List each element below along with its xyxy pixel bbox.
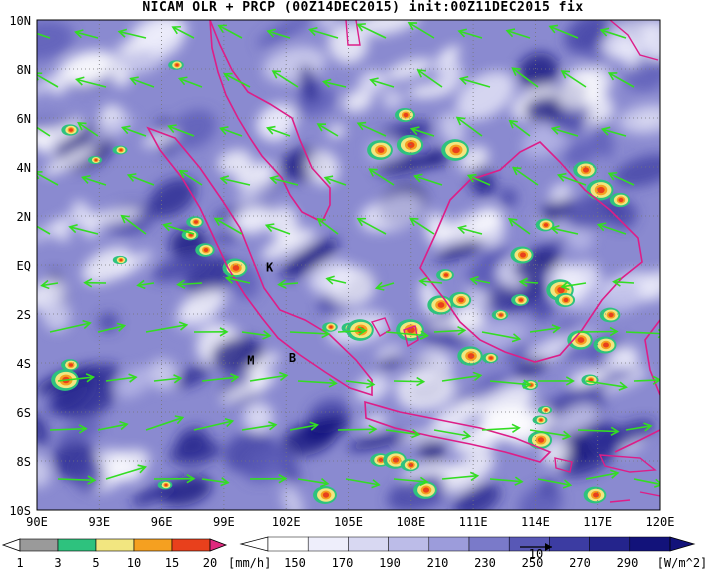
latitude-labels: 10N 8N 6N 4N 2N EQ 2S 4S 6S 8S 10S — [9, 14, 31, 518]
longitude-label: 117E — [583, 515, 612, 529]
precip-legend-value: 20 — [203, 556, 217, 570]
olr-legend-value: 210 — [427, 556, 449, 570]
longitude-label: 114E — [521, 515, 550, 529]
latitude-label: 6S — [17, 406, 31, 420]
latitude-label: 8S — [17, 455, 31, 469]
latitude-label: 8N — [17, 63, 31, 77]
olr-legend-value: 190 — [379, 556, 401, 570]
olr-legend-value: 250 — [522, 556, 544, 570]
coastlines — [146, 20, 660, 503]
station-marker-m: M — [247, 354, 254, 368]
precip-legend-value: 1 — [16, 556, 23, 570]
olr-legend-value: 230 — [474, 556, 496, 570]
longitude-label: 90E — [26, 515, 48, 529]
latitude-label: 4N — [17, 161, 31, 175]
latitude-label: 2S — [17, 308, 31, 322]
longitude-label: 120E — [646, 515, 675, 529]
precip-legend-unit: [mm/h] — [228, 556, 271, 570]
olr-legend-value: 290 — [617, 556, 639, 570]
coastline-thailand-top — [345, 20, 361, 46]
coastline-bangka — [370, 317, 419, 348]
plot-frame — [36, 19, 661, 511]
latitude-label: EQ — [17, 259, 31, 273]
coastline-timor — [609, 491, 660, 503]
precip-legend-value: 5 — [92, 556, 99, 570]
olr-colorbar: 150 170 190 210 230 250 270 290 [W/m^2] — [239, 536, 708, 570]
station-marker-b: B — [289, 351, 296, 365]
olr-legend-value: 270 — [569, 556, 591, 570]
olr-legend-unit: [W/m^2] — [657, 556, 708, 570]
olr-legend-value: 150 — [284, 556, 306, 570]
coastline-bali-lombok — [554, 454, 657, 473]
olr-field — [37, 20, 660, 510]
wind-vectors — [37, 22, 660, 489]
precip-legend-value: 10 — [127, 556, 141, 570]
precip-legend-value: 3 — [54, 556, 61, 570]
station-marker-k: K — [266, 260, 274, 274]
coastline-borneo — [419, 141, 643, 363]
coastline-java — [364, 400, 552, 463]
longitude-labels: 90E 93E 96E 99E 102E 105E 108E 111E 114E 117E 120E — [26, 515, 674, 529]
longitude-label: 96E — [151, 515, 173, 529]
latitude-label: 4S — [17, 357, 31, 371]
precip-legend-value: 15 — [165, 556, 179, 570]
station-markers: K M B — [247, 260, 296, 367]
figure-title: NICAM OLR + PRCP (00Z14DEC2015) init:00Z… — [142, 0, 584, 15]
latitude-label: 10N — [9, 14, 31, 28]
coastline-philippines — [609, 20, 659, 61]
latitude-label: 6N — [17, 112, 31, 126]
latitude-label: 2N — [17, 210, 31, 224]
vector-reference: 10 — [520, 543, 552, 561]
olr-legend-value: 170 — [332, 556, 354, 570]
longitude-label: 105E — [334, 515, 363, 529]
longitude-label: 93E — [88, 515, 110, 529]
longitude-label: 111E — [459, 515, 488, 529]
longitude-label: 102E — [272, 515, 301, 529]
vector-reference-label: 10 — [529, 547, 543, 561]
longitude-label: 99E — [213, 515, 235, 529]
longitude-label: 108E — [396, 515, 425, 529]
grid-lines — [37, 20, 660, 510]
latitude-label: 10S — [9, 504, 31, 518]
precip-colorbar: 1 3 5 10 15 20 [mm/h] — [1, 538, 271, 570]
coastline-sumatra — [146, 126, 373, 397]
